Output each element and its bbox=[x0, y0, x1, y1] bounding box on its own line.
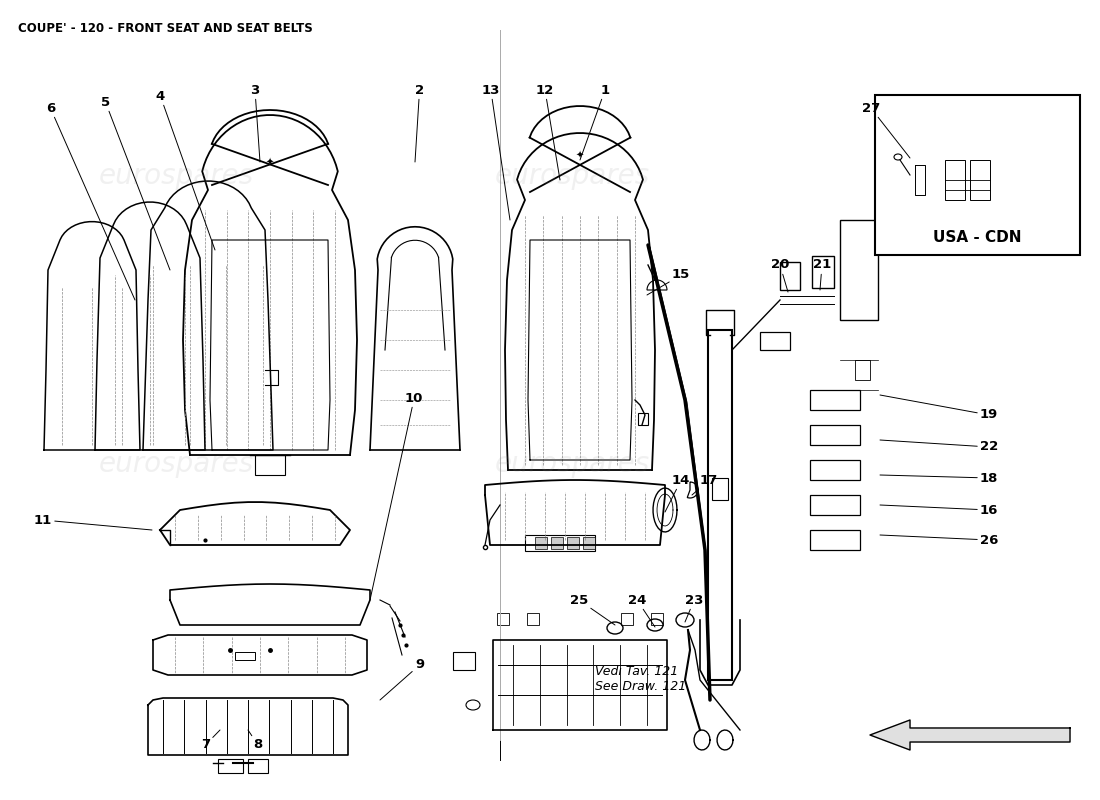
Text: 21: 21 bbox=[813, 258, 832, 290]
Bar bbox=[970, 160, 990, 200]
Text: 7: 7 bbox=[201, 730, 220, 751]
Bar bbox=[945, 160, 965, 200]
Bar bbox=[708, 330, 732, 680]
Text: 15: 15 bbox=[647, 269, 691, 295]
Bar bbox=[566, 537, 579, 549]
Bar bbox=[551, 537, 563, 549]
Text: 6: 6 bbox=[46, 102, 135, 300]
Text: 9: 9 bbox=[379, 658, 425, 700]
Bar bbox=[497, 613, 509, 625]
Text: 25: 25 bbox=[570, 594, 615, 625]
Text: 14: 14 bbox=[666, 474, 691, 512]
Text: 17: 17 bbox=[692, 474, 718, 495]
Bar bbox=[583, 537, 595, 549]
Bar bbox=[638, 413, 648, 425]
Bar bbox=[535, 537, 547, 549]
Text: 11: 11 bbox=[34, 514, 152, 530]
Bar bbox=[621, 613, 632, 625]
Text: COUPE' - 120 - FRONT SEAT AND SEAT BELTS: COUPE' - 120 - FRONT SEAT AND SEAT BELTS bbox=[18, 22, 312, 35]
Bar bbox=[780, 262, 800, 290]
Text: ✦: ✦ bbox=[266, 158, 274, 168]
Text: 3: 3 bbox=[251, 83, 260, 162]
Text: 5: 5 bbox=[101, 95, 170, 270]
Bar bbox=[760, 332, 790, 350]
Text: 23: 23 bbox=[685, 594, 703, 622]
Text: 8: 8 bbox=[248, 730, 263, 751]
Text: 26: 26 bbox=[880, 534, 999, 546]
Text: 10: 10 bbox=[370, 391, 424, 600]
Bar bbox=[812, 256, 834, 288]
Bar bbox=[810, 495, 860, 515]
Bar bbox=[527, 613, 539, 625]
Text: Vedi Tav. 121
See Draw. 121: Vedi Tav. 121 See Draw. 121 bbox=[595, 665, 686, 693]
Bar bbox=[453, 652, 475, 670]
Text: USA - CDN: USA - CDN bbox=[933, 230, 1021, 245]
Text: 19: 19 bbox=[880, 395, 999, 422]
Bar bbox=[840, 220, 878, 320]
Bar bbox=[874, 95, 1080, 255]
Bar bbox=[810, 530, 860, 550]
Text: eurospares: eurospares bbox=[494, 450, 650, 478]
Bar bbox=[651, 613, 663, 625]
Text: 2: 2 bbox=[415, 83, 425, 162]
Text: 13: 13 bbox=[482, 83, 510, 220]
Text: ✦: ✦ bbox=[576, 151, 584, 161]
Text: eurospares: eurospares bbox=[98, 450, 254, 478]
Bar bbox=[810, 390, 860, 410]
Text: 1: 1 bbox=[580, 83, 609, 160]
Bar bbox=[810, 460, 860, 480]
Bar bbox=[255, 455, 285, 475]
Text: 20: 20 bbox=[771, 258, 789, 292]
Text: 16: 16 bbox=[880, 503, 999, 517]
Bar bbox=[810, 425, 860, 445]
Bar bbox=[855, 360, 870, 380]
Text: eurospares: eurospares bbox=[494, 162, 650, 190]
Text: 24: 24 bbox=[628, 594, 654, 627]
Text: eurospares: eurospares bbox=[98, 162, 254, 190]
Text: 18: 18 bbox=[880, 471, 999, 485]
Bar bbox=[218, 759, 243, 773]
Bar bbox=[712, 478, 728, 500]
Text: 22: 22 bbox=[880, 440, 999, 454]
Polygon shape bbox=[870, 720, 1070, 750]
Text: 4: 4 bbox=[156, 90, 214, 250]
Text: 27: 27 bbox=[861, 102, 910, 158]
Text: 12: 12 bbox=[536, 83, 560, 180]
Bar bbox=[525, 535, 595, 551]
Bar bbox=[235, 652, 255, 660]
Bar bbox=[248, 759, 268, 773]
